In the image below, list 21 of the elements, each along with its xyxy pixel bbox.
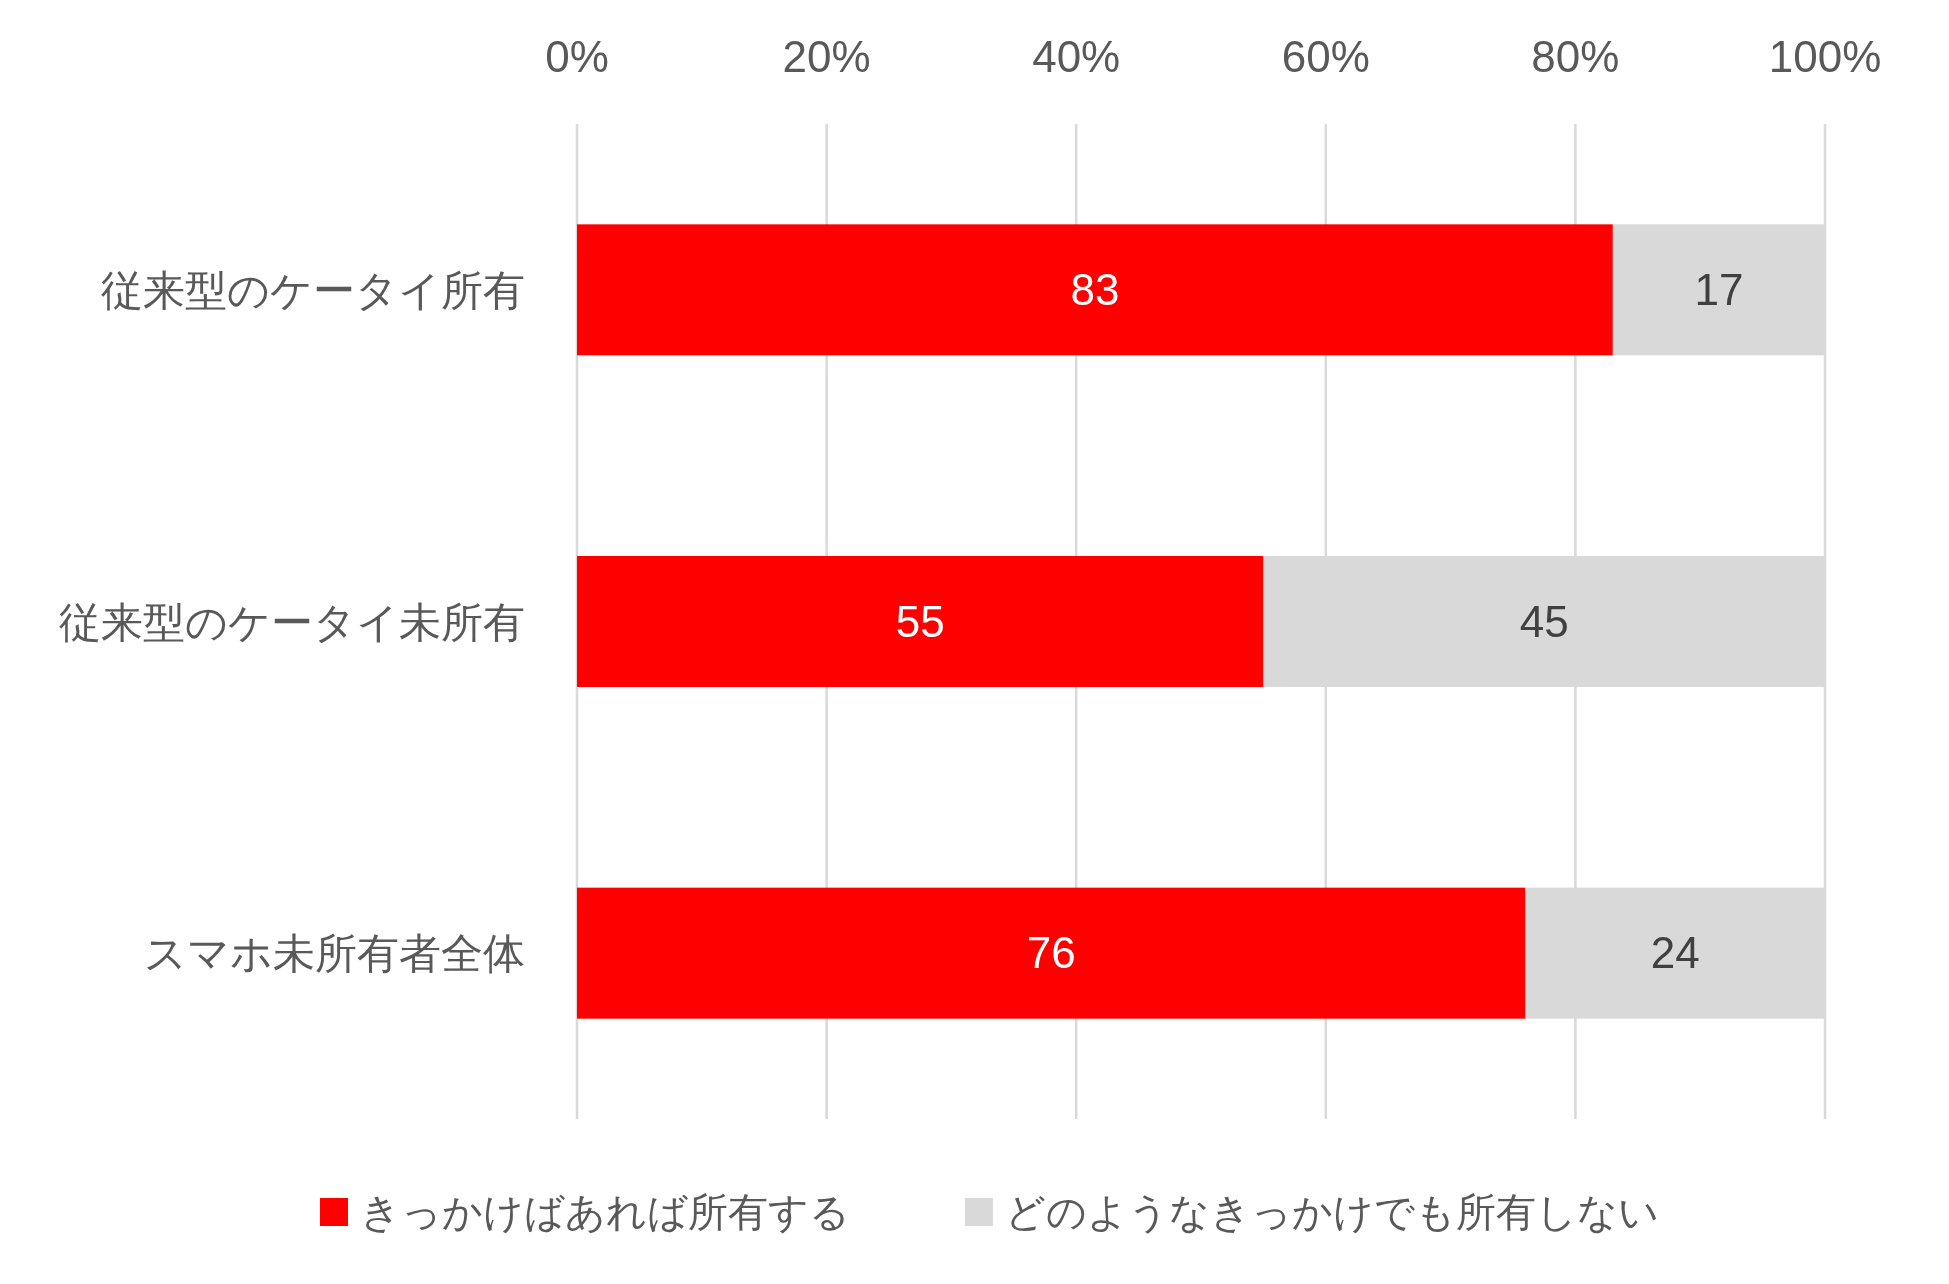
bar [577, 224, 1613, 356]
x-tick-label: 100% [1768, 32, 1882, 81]
x-tick-label: 20% [782, 32, 871, 81]
legend-label: どのようなきっかけでも所有しない [1005, 1190, 1659, 1234]
data-label: 55 [895, 596, 945, 646]
data-label: 17 [1694, 264, 1744, 314]
x-tick-label: 0% [545, 32, 609, 81]
x-tick-label: 40% [1032, 32, 1121, 81]
y-tick-label: スマホ未所有者全体 [144, 930, 525, 978]
x-tick-label: 80% [1531, 32, 1620, 81]
どのようなきっかけでも所有しない: 17 45 24 [1263, 224, 1825, 1019]
bar [577, 556, 1264, 687]
y-tick-label: 従来型のケータイ未所有 [59, 598, 525, 646]
y-tick-label: 従来型のケータイ所有 [101, 266, 525, 314]
data-label: 83 [1070, 264, 1120, 314]
data-label: 24 [1650, 928, 1700, 978]
data-label: 45 [1519, 596, 1569, 646]
data-label: 76 [1026, 928, 1076, 978]
legend-label: きっかけばあれば所有する [360, 1190, 850, 1234]
x-tick-label: 60% [1281, 32, 1370, 81]
bar [577, 887, 1526, 1019]
